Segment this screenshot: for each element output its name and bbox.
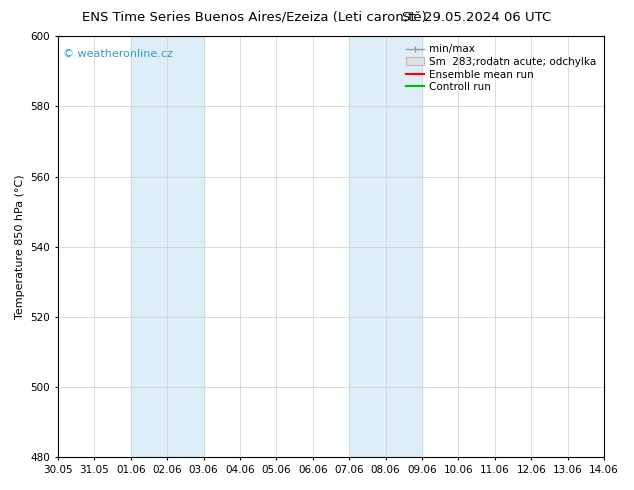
Y-axis label: Temperature 850 hPa (°C): Temperature 850 hPa (°C): [15, 174, 25, 319]
Text: St. 29.05.2024 06 UTC: St. 29.05.2024 06 UTC: [403, 11, 552, 24]
Bar: [349, 36, 422, 457]
Text: © weatheronline.cz: © weatheronline.cz: [63, 49, 173, 59]
Text: ENS Time Series Buenos Aires/Ezeiza (Leti caron;tě): ENS Time Series Buenos Aires/Ezeiza (Let…: [82, 11, 427, 24]
Bar: [131, 36, 204, 457]
Legend: min/max, Sm  283;rodatn acute; odchylka, Ensemble mean run, Controll run: min/max, Sm 283;rodatn acute; odchylka, …: [403, 41, 599, 96]
